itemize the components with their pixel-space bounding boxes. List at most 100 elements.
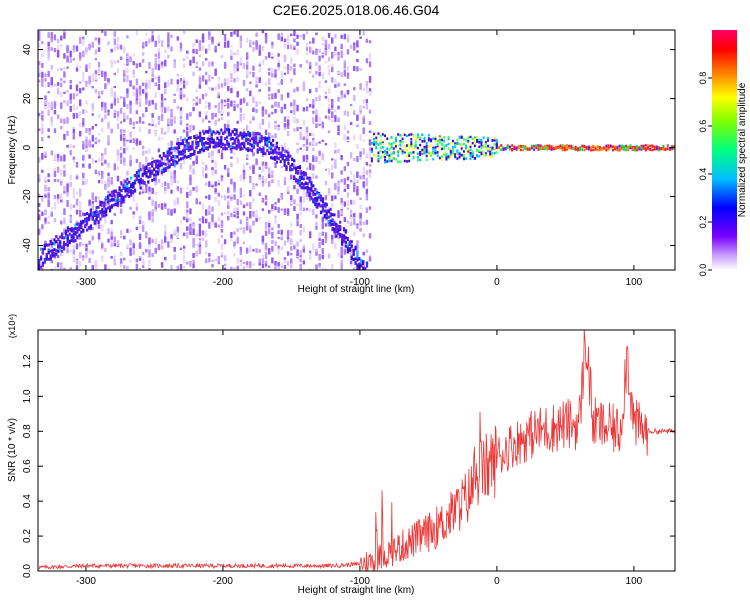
heatmap-noise-cell bbox=[277, 58, 280, 64]
heatmap-noise-cell bbox=[41, 52, 44, 58]
heatmap-noise-cell bbox=[271, 56, 274, 59]
heatmap-ridge-cell bbox=[312, 198, 315, 202]
heatmap-noise-cell bbox=[198, 237, 202, 241]
heatmap-noise-cell bbox=[365, 152, 369, 157]
heatmap-band-cell bbox=[451, 148, 454, 152]
heatmap-band-cell bbox=[454, 153, 457, 156]
heatmap-band-cell bbox=[458, 155, 461, 159]
heatmap-noise-cell bbox=[299, 204, 302, 211]
heatmap-noise-cell bbox=[258, 89, 261, 92]
heatmap-noise-cell bbox=[145, 162, 148, 167]
heatmap-ridge-cell bbox=[120, 200, 123, 204]
heatmap-ridge-cell bbox=[218, 131, 221, 135]
heatmap-ridge-cell bbox=[337, 231, 340, 235]
heatmap-noise-cell bbox=[268, 248, 271, 255]
heatmap-ridge-cell bbox=[80, 230, 83, 234]
heatmap-noise-cell bbox=[308, 254, 312, 260]
heatmap-noise-cell bbox=[249, 190, 252, 197]
heatmap-band-cell bbox=[583, 145, 586, 149]
heatmap-noise-cell bbox=[75, 259, 79, 265]
heatmap-noise-cell bbox=[91, 42, 94, 48]
heatmap-noise-cell bbox=[38, 209, 41, 213]
heatmap-noise-cell bbox=[173, 229, 176, 234]
heatmap-noise-cell bbox=[50, 83, 54, 88]
heatmap-noise-cell bbox=[151, 239, 154, 243]
heatmap-ridge-cell bbox=[254, 132, 257, 136]
heatmap-ridge-cell bbox=[151, 171, 154, 175]
heatmap-noise-cell bbox=[189, 189, 192, 196]
heatmap-ridge-cell bbox=[268, 136, 271, 140]
heatmap-band-cell bbox=[552, 146, 555, 150]
heatmap-noise-cell bbox=[296, 213, 299, 220]
heatmap-ridge-cell bbox=[279, 160, 282, 164]
heatmap-band-cell bbox=[403, 145, 406, 148]
heatmap-noise-cell bbox=[236, 198, 239, 206]
heatmap-ridge-cell bbox=[45, 255, 48, 259]
heatmap-noise-cell bbox=[290, 264, 293, 269]
heatmap-band-cell bbox=[386, 151, 389, 154]
heatmap-ridge-cell bbox=[158, 163, 162, 167]
heatmap-ridge-cell bbox=[172, 162, 175, 166]
heatmap-noise-cell bbox=[277, 101, 280, 108]
heatmap-noise-cell bbox=[47, 135, 50, 139]
heatmap-band-cell bbox=[570, 144, 573, 148]
heatmap-noise-cell bbox=[264, 129, 268, 136]
heatmap-band-cell bbox=[537, 146, 540, 150]
heatmap-noise-cell bbox=[97, 236, 101, 243]
heatmap-noise-cell bbox=[66, 130, 69, 136]
heatmap-noise-cell bbox=[290, 238, 293, 245]
heatmap-noise-cell bbox=[104, 31, 107, 37]
heatmap-ridge-cell bbox=[85, 228, 89, 232]
heatmap-noise-cell bbox=[154, 82, 157, 87]
heatmap-noise-cell bbox=[255, 101, 258, 107]
heatmap-ridge-cell bbox=[38, 267, 41, 270]
bottom-y-tick-label: 0.0 bbox=[22, 564, 33, 578]
heatmap-band-cell bbox=[462, 138, 465, 141]
heatmap-noise-cell bbox=[274, 102, 277, 107]
heatmap-noise-cell bbox=[308, 142, 312, 146]
heatmap-noise-cell bbox=[116, 240, 120, 247]
heatmap-band-cell bbox=[454, 155, 457, 159]
heatmap-band-cell bbox=[445, 144, 448, 147]
heatmap-noise-cell bbox=[160, 104, 164, 111]
heatmap-noise-cell bbox=[271, 146, 274, 151]
heatmap-band-cell bbox=[627, 148, 630, 151]
heatmap-noise-cell bbox=[179, 110, 183, 117]
heatmap-band-cell bbox=[447, 147, 450, 150]
heatmap-noise-cell bbox=[164, 224, 167, 232]
heatmap-noise-cell bbox=[227, 78, 230, 86]
heatmap-ridge-cell bbox=[248, 132, 252, 136]
heatmap-ridge-cell bbox=[89, 212, 92, 216]
heatmap-noise-cell bbox=[340, 43, 343, 50]
heatmap-noise-cell bbox=[353, 44, 356, 51]
heatmap-band-cell bbox=[403, 159, 406, 163]
heatmap-noise-cell bbox=[239, 177, 243, 182]
heatmap-noise-cell bbox=[349, 122, 353, 125]
heatmap-ridge-cell bbox=[321, 197, 325, 201]
heatmap-noise-cell bbox=[230, 31, 233, 37]
heatmap-noise-cell bbox=[277, 230, 280, 235]
heatmap-ridge-cell bbox=[362, 267, 365, 270]
heatmap-noise-cell bbox=[293, 116, 296, 124]
heatmap-noise-cell bbox=[167, 54, 170, 59]
heatmap-ridge-cell bbox=[271, 156, 275, 160]
heatmap-noise-cell bbox=[154, 57, 157, 64]
heatmap-noise-cell bbox=[305, 154, 309, 160]
heatmap-ridge-cell bbox=[206, 137, 209, 141]
heatmap-ridge-cell bbox=[195, 136, 198, 140]
heatmap-noise-cell bbox=[242, 128, 246, 133]
heatmap-band-cell bbox=[603, 146, 606, 149]
heatmap-ridge-cell bbox=[321, 203, 325, 207]
heatmap-ridge-cell bbox=[181, 139, 185, 143]
heatmap-noise-cell bbox=[318, 141, 321, 144]
heatmap-noise-cell bbox=[302, 119, 306, 126]
heatmap-noise-cell bbox=[63, 80, 66, 84]
heatmap-noise-cell bbox=[82, 163, 85, 168]
heatmap-noise-cell bbox=[290, 260, 293, 267]
heatmap-noise-cell bbox=[296, 41, 299, 46]
heatmap-noise-cell bbox=[129, 139, 132, 143]
heatmap-noise-cell bbox=[331, 51, 334, 58]
heatmap-noise-cell bbox=[305, 126, 309, 133]
heatmap-noise-cell bbox=[277, 248, 280, 255]
